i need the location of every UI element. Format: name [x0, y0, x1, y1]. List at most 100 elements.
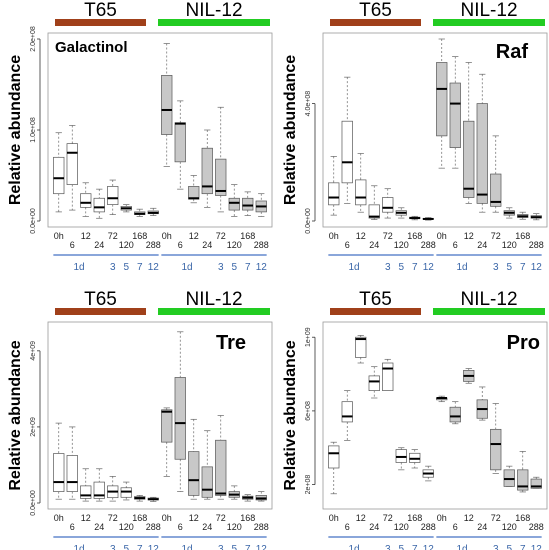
y-tick-label: 0.0e+00: [30, 490, 37, 516]
box-nil12-120: [503, 207, 515, 219]
day-label: 3: [385, 262, 391, 273]
x-tick-label: 12: [464, 513, 474, 523]
x-tick-label: 288: [529, 522, 544, 532]
box-iqr: [93, 197, 105, 213]
group-label-t65: T65: [84, 0, 117, 21]
day-label: 1d: [348, 262, 359, 273]
x-tick-label: 12: [189, 231, 199, 241]
day-label: 12: [531, 262, 543, 273]
box-nil12-168: [517, 451, 529, 493]
x-tick-label: 288: [421, 240, 436, 250]
x-tick-label: 72: [491, 231, 501, 241]
box-nil12-0h: [436, 38, 448, 169]
box-t65-168: [134, 495, 146, 502]
day-label: 7: [520, 262, 526, 273]
day-label: 5: [231, 544, 237, 550]
box-nil12-12: [188, 175, 200, 204]
x-tick-label: 24: [369, 522, 379, 532]
x-tick-label: 6: [70, 522, 75, 532]
box-iqr: [174, 377, 186, 460]
day-label: 5: [398, 262, 404, 273]
y-axis-label: Relative abundance: [282, 340, 299, 490]
group-label-nil12: NIL-12: [185, 0, 242, 21]
box-t65-168: [134, 208, 146, 217]
x-tick-label: 72: [491, 513, 501, 523]
y-tick-label: 4e+09: [30, 341, 37, 361]
box-iqr: [341, 120, 353, 184]
box-t65-0h: [53, 422, 65, 500]
box-t65-120: [120, 204, 132, 213]
box-iqr: [80, 485, 92, 499]
y-axis-label: Relative abundance: [282, 55, 299, 205]
day-label: 7: [245, 262, 251, 273]
box-iqr: [341, 401, 353, 423]
box-t65-72: [107, 476, 119, 502]
x-tick-label: 12: [189, 513, 199, 523]
group-bar-t65: [330, 308, 421, 315]
box-t65-24: [368, 185, 380, 220]
box-t65-0h: [328, 156, 340, 216]
y-tick-label: 2.0e+08: [30, 26, 37, 52]
box-t65-72: [107, 179, 119, 215]
box-iqr: [368, 204, 380, 219]
day-label: 5: [398, 544, 404, 550]
panel-title: Tre: [216, 332, 246, 354]
day-label: 5: [123, 262, 129, 273]
box-t65-120: [120, 481, 132, 501]
box-iqr: [355, 336, 367, 358]
box-iqr: [382, 197, 394, 213]
y-tick-label: 1.0e+08: [30, 117, 37, 143]
y-axis-label: Relative abundance: [7, 340, 24, 490]
x-tick-label: 6: [345, 522, 350, 532]
box-iqr: [53, 156, 65, 195]
group-label-nil12: NIL-12: [460, 0, 517, 21]
box-iqr: [188, 451, 200, 496]
box-iqr: [368, 375, 380, 391]
box-nil12-24: [476, 73, 488, 213]
x-tick-label: 24: [94, 240, 104, 250]
box-t65-12: [80, 182, 92, 217]
box-nil12-120: [228, 485, 240, 500]
x-tick-label: 168: [407, 231, 422, 241]
x-tick-label: 72: [216, 513, 226, 523]
box-t65-288: [422, 217, 434, 221]
day-label: 1d: [73, 262, 84, 273]
x-tick-label: 168: [240, 513, 255, 523]
chart-panel-raf: T65 NIL-12 Raf Relative abundance 0.0e+00 4.0…: [282, 0, 548, 273]
x-tick-label: 0h: [329, 513, 339, 523]
day-label: 12: [256, 262, 268, 273]
x-tick-label: 24: [202, 522, 212, 532]
group-label-t65: T65: [84, 289, 117, 310]
panel-title: Raf: [496, 41, 529, 63]
y-tick-label: 2e+09: [30, 417, 37, 437]
x-tick-label: 168: [515, 513, 530, 523]
x-tick-label: 288: [254, 240, 269, 250]
box-iqr: [66, 143, 78, 185]
group-bar-t65: [330, 19, 421, 26]
day-label: 1d: [456, 262, 467, 273]
box-t65-288: [147, 496, 159, 502]
box-t65-12: [80, 468, 92, 502]
x-tick-label: 24: [477, 240, 487, 250]
box-nil12-0h: [436, 395, 448, 403]
box-iqr: [328, 182, 340, 206]
x-tick-label: 120: [119, 522, 134, 532]
x-tick-label: 0h: [54, 513, 64, 523]
box-t65-168: [409, 215, 421, 221]
group-bar-nil12: [433, 19, 545, 26]
x-tick-label: 24: [369, 240, 379, 250]
box-iqr: [449, 82, 461, 148]
x-tick-label: 288: [529, 240, 544, 250]
box-iqr: [476, 103, 488, 204]
box-nil12-24: [476, 386, 488, 421]
group-label-nil12: NIL-12: [460, 289, 517, 310]
group-label-t65: T65: [359, 289, 392, 310]
x-tick-label: 6: [345, 240, 350, 250]
box-t65-288: [147, 207, 159, 216]
box-t65-24: [368, 366, 380, 399]
x-tick-label: 288: [146, 240, 161, 250]
box-nil12-12: [463, 62, 475, 204]
x-tick-label: 6: [70, 240, 75, 250]
box-t65-120: [395, 447, 407, 471]
